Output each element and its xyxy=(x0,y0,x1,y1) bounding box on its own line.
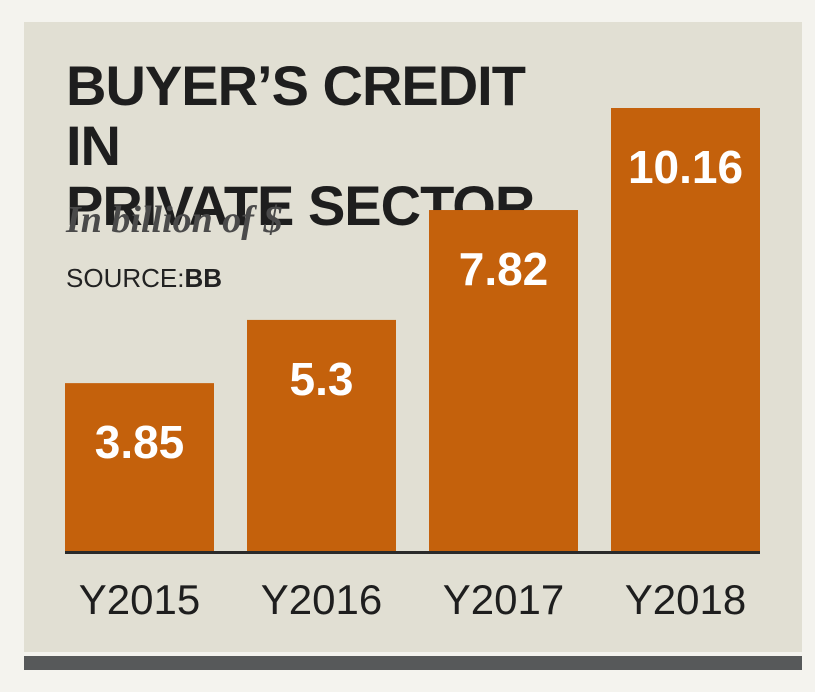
source-line: SOURCE:BB xyxy=(66,262,222,294)
category-label-y2016: Y2016 xyxy=(261,576,382,623)
category-label-y2018: Y2018 xyxy=(625,576,746,623)
bar-y2016 xyxy=(247,319,396,551)
value-label-y2016: 5.3 xyxy=(290,353,354,405)
source-value: BB xyxy=(184,263,223,293)
bar-y2018 xyxy=(611,108,760,551)
source-label: SOURCE: xyxy=(66,263,185,293)
footer-bar xyxy=(24,656,802,670)
bar-y2017 xyxy=(429,210,578,551)
category-label-y2017: Y2017 xyxy=(443,576,564,623)
chart-title-line-1: BUYER’S CREDIT IN xyxy=(66,54,526,177)
value-label-y2018: 10.16 xyxy=(628,141,743,193)
category-label-y2015: Y2015 xyxy=(79,576,200,623)
chart-subtitle: In billion of $ xyxy=(66,199,283,241)
value-label-y2015: 3.85 xyxy=(95,416,185,468)
bar-y2015 xyxy=(65,383,214,551)
value-label-y2017: 7.82 xyxy=(459,243,549,295)
